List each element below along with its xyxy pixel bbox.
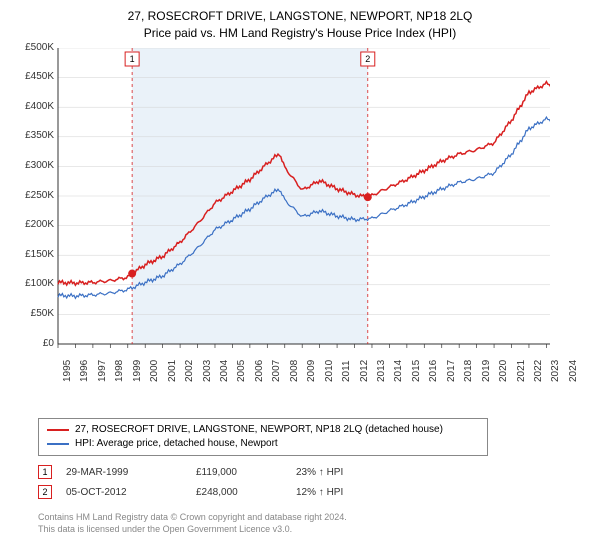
x-tick-label: 2006 — [254, 352, 265, 382]
x-tick-label: 2007 — [271, 352, 282, 382]
x-tick-label: 1997 — [97, 352, 108, 382]
sale-point — [128, 269, 136, 277]
x-tick-label: 2002 — [184, 352, 195, 382]
x-tick-label: 2004 — [219, 352, 230, 382]
x-tick-label: 2008 — [289, 352, 300, 382]
legend-swatch — [47, 429, 69, 431]
footer-line-2: This data is licensed under the Open Gov… — [38, 524, 347, 536]
y-tick-label: £450K — [10, 71, 54, 82]
chart-title-1: 27, ROSECROFT DRIVE, LANGSTONE, NEWPORT,… — [0, 8, 600, 25]
legend-box: 27, ROSECROFT DRIVE, LANGSTONE, NEWPORT,… — [38, 418, 488, 456]
y-tick-label: £400K — [10, 101, 54, 112]
x-tick-label: 2018 — [463, 352, 474, 382]
y-tick-label: £150K — [10, 249, 54, 260]
sales-badge: 2 — [38, 485, 52, 499]
sales-pct: 12% ↑ HPI — [296, 487, 416, 498]
page-root: 27, ROSECROFT DRIVE, LANGSTONE, NEWPORT,… — [0, 0, 600, 560]
x-tick-label: 2024 — [568, 352, 579, 382]
y-tick-label: £50K — [10, 308, 54, 319]
sales-date: 05-OCT-2012 — [66, 487, 196, 498]
x-tick-label: 2000 — [149, 352, 160, 382]
y-tick-label: £300K — [10, 160, 54, 171]
sales-table: 1 29-MAR-1999£119,00023% ↑ HPI 2 05-OCT-201… — [38, 462, 416, 502]
y-tick-label: £0 — [10, 338, 54, 349]
x-tick-label: 2005 — [236, 352, 247, 382]
x-tick-label: 2022 — [533, 352, 544, 382]
x-tick-label: 2016 — [428, 352, 439, 382]
sales-row: 2 05-OCT-2012£248,00012% ↑ HPI — [38, 482, 416, 502]
legend-label: 27, ROSECROFT DRIVE, LANGSTONE, NEWPORT,… — [75, 423, 443, 437]
chart-area: 12£0£50K£100K£150K£200K£250K£300K£350K£4… — [10, 48, 550, 368]
x-tick-label: 2019 — [481, 352, 492, 382]
x-tick-label: 2012 — [359, 352, 370, 382]
x-tick-label: 2001 — [167, 352, 178, 382]
x-tick-label: 2010 — [324, 352, 335, 382]
x-tick-label: 2023 — [550, 352, 561, 382]
y-tick-label: £200K — [10, 219, 54, 230]
x-tick-label: 2015 — [411, 352, 422, 382]
x-tick-label: 2011 — [341, 352, 352, 382]
legend-label: HPI: Average price, detached house, Newp… — [75, 437, 278, 451]
x-tick-label: 2021 — [516, 352, 527, 382]
chart-title-2: Price paid vs. HM Land Registry's House … — [0, 25, 600, 42]
sales-price: £119,000 — [196, 467, 296, 478]
sale-badge-label: 1 — [130, 54, 135, 64]
footer-text: Contains HM Land Registry data © Crown c… — [38, 512, 347, 535]
x-tick-label: 1998 — [114, 352, 125, 382]
x-tick-label: 2009 — [306, 352, 317, 382]
sales-price: £248,000 — [196, 487, 296, 498]
x-tick-label: 1996 — [79, 352, 90, 382]
y-tick-label: £250K — [10, 190, 54, 201]
sale-badge-label: 2 — [365, 54, 370, 64]
y-tick-label: £100K — [10, 278, 54, 289]
x-tick-label: 2017 — [446, 352, 457, 382]
x-tick-label: 2020 — [498, 352, 509, 382]
sales-date: 29-MAR-1999 — [66, 467, 196, 478]
y-tick-label: £350K — [10, 130, 54, 141]
x-tick-label: 1995 — [62, 352, 73, 382]
footer-line-1: Contains HM Land Registry data © Crown c… — [38, 512, 347, 524]
sales-pct: 23% ↑ HPI — [296, 467, 416, 478]
x-tick-label: 2013 — [376, 352, 387, 382]
y-tick-label: £500K — [10, 42, 54, 53]
x-tick-label: 2014 — [393, 352, 404, 382]
legend-row: 27, ROSECROFT DRIVE, LANGSTONE, NEWPORT,… — [47, 423, 479, 437]
x-tick-label: 1999 — [132, 352, 143, 382]
chart-svg: 12 — [10, 48, 550, 368]
sales-row: 1 29-MAR-1999£119,00023% ↑ HPI — [38, 462, 416, 482]
sale-point — [364, 193, 372, 201]
legend-row: HPI: Average price, detached house, Newp… — [47, 437, 479, 451]
legend-swatch — [47, 443, 69, 445]
x-tick-label: 2003 — [202, 352, 213, 382]
sales-badge: 1 — [38, 465, 52, 479]
